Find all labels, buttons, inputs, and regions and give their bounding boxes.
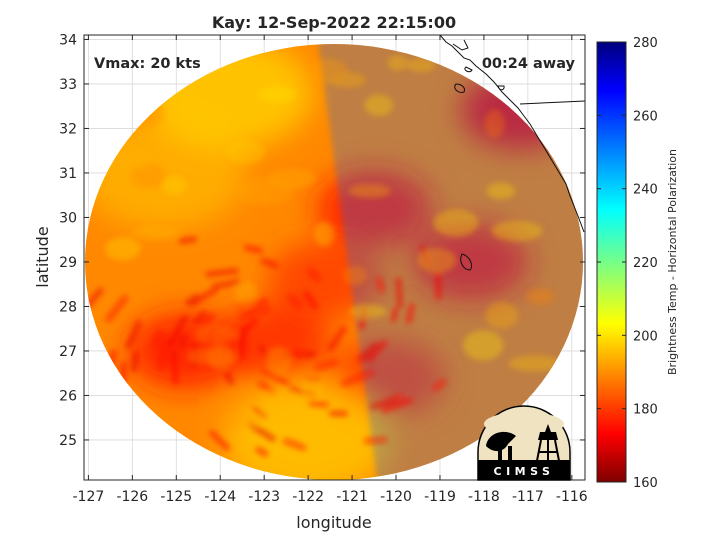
time-away-annotation: 00:24 away [482, 56, 576, 72]
x-tick-label: -125 [160, 489, 192, 505]
colorbar-tick-label: 280 [633, 36, 658, 51]
x-tick-label: -121 [336, 489, 368, 505]
radar-dish-icon [486, 431, 516, 452]
x-tick-label: -122 [292, 489, 324, 505]
y-tick-label: 26 [59, 388, 77, 404]
logo-label: CIMSS [494, 465, 555, 478]
microwave-swath [85, 44, 583, 480]
y-tick-label: 34 [59, 32, 77, 48]
y-tick-label: 27 [59, 344, 77, 360]
colorbar-tick-label: 160 [633, 476, 658, 491]
swath-feature [215, 303, 331, 381]
y-tick-label: 25 [59, 433, 77, 449]
x-tick-label: -116 [556, 489, 588, 505]
y-tick-label: 30 [59, 210, 77, 226]
colorbar-tick-label: 260 [633, 109, 658, 124]
colorbar-tick-label: 240 [633, 183, 658, 198]
colorbar-tick-label: 200 [633, 329, 658, 344]
y-axis-label: latitude [33, 226, 52, 287]
x-axis-label: longitude [296, 513, 371, 532]
chart-title: Kay: 12-Sep-2022 22:15:00 [212, 13, 456, 32]
cimss-logo: CIMSS [477, 405, 571, 481]
y-tick-label: 31 [59, 166, 77, 182]
x-tick-label: -124 [204, 489, 236, 505]
colorbar-tick-label: 220 [633, 256, 658, 271]
y-tick-label: 32 [59, 121, 77, 137]
colorbar-ticks: 160 180 200 220 240 260 280 [597, 36, 658, 491]
y-tick-label: 29 [59, 255, 77, 271]
y-tick-label: 28 [59, 299, 77, 315]
axes-frame [83, 34, 586, 481]
colorbar-tick-label: 180 [633, 403, 658, 418]
vmax-annotation: Vmax: 20 kts [94, 56, 201, 72]
y-tick-label: 33 [59, 77, 77, 93]
x-tick-label: -119 [424, 489, 456, 505]
x-tick-label: -126 [116, 489, 148, 505]
coastline [439, 35, 585, 271]
colorbar-label: Brightness Temp - Horizontal Polarizatio… [666, 149, 679, 375]
x-tick-label: -117 [512, 489, 544, 505]
x-axis-ticks: -127 -126 -125 -124 -123 -122 -121 -120 -119 -118… [73, 35, 588, 505]
x-tick-label: -120 [380, 489, 412, 505]
x-tick-label: -127 [73, 489, 105, 505]
x-tick-label: -118 [468, 489, 500, 505]
y-axis-ticks: 25 26 27 28 29 30 31 32 33 34 [59, 32, 585, 449]
x-tick-label: -123 [248, 489, 280, 505]
water-tower-icon [538, 432, 558, 440]
colorbar [596, 41, 627, 483]
